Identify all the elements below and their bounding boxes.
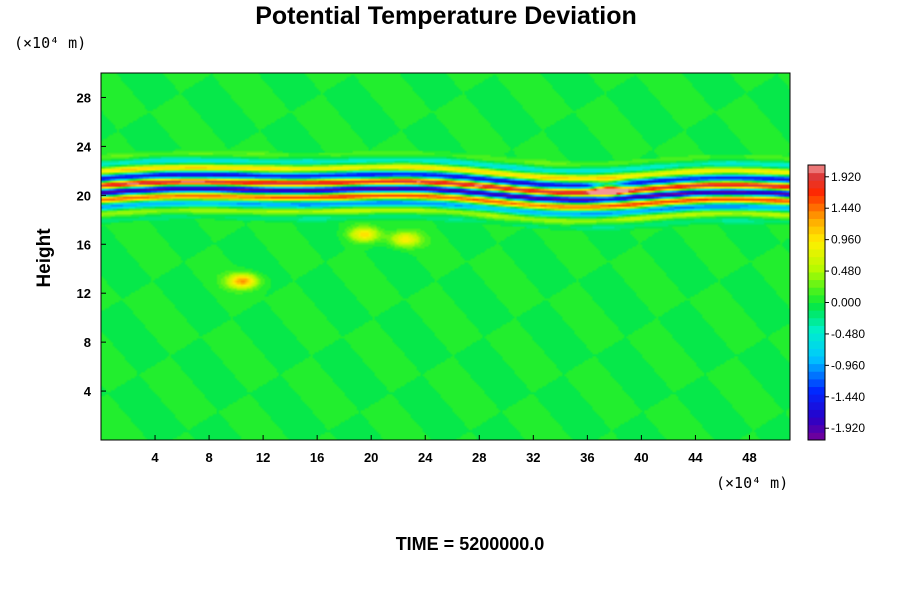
colorbar-swatch bbox=[808, 218, 825, 227]
colorbar-swatch bbox=[808, 165, 825, 174]
x-tick-label: 24 bbox=[418, 450, 433, 465]
colorbar-tick-label: -0.960 bbox=[831, 358, 865, 372]
x-tick-label: 4 bbox=[151, 450, 159, 465]
colorbar-swatch bbox=[808, 264, 825, 273]
heatmap-image bbox=[101, 73, 790, 440]
y-tick-label: 20 bbox=[77, 188, 91, 203]
colorbar-swatch bbox=[808, 249, 825, 258]
colorbar-swatch bbox=[808, 355, 825, 365]
x-tick-label: 28 bbox=[472, 450, 486, 465]
colorbar-swatch bbox=[808, 241, 825, 250]
colorbar-swatch bbox=[808, 325, 825, 334]
x-tick-label: 32 bbox=[526, 450, 540, 465]
x-axis-unit: (×10⁴ m) bbox=[716, 474, 788, 492]
x-tick-label: 44 bbox=[688, 450, 703, 465]
x-tick-label: 36 bbox=[580, 450, 594, 465]
colorbar-swatch bbox=[808, 187, 825, 197]
y-tick-label: 28 bbox=[77, 90, 91, 105]
y-tick-label: 12 bbox=[77, 286, 91, 301]
colorbar-swatch bbox=[808, 302, 825, 311]
colorbar-swatch bbox=[808, 256, 825, 265]
colorbar-tick-label: 0.960 bbox=[831, 233, 861, 247]
heatmap-plot-area bbox=[100, 72, 791, 441]
time-label: TIME = 5200000.0 bbox=[396, 534, 545, 554]
colorbar-swatch bbox=[808, 271, 825, 281]
colorbar-swatch bbox=[808, 172, 825, 181]
colorbar-swatch bbox=[808, 203, 825, 212]
colorbar-swatch bbox=[808, 294, 825, 303]
y-tick-label: 16 bbox=[77, 237, 91, 252]
colorbar-swatch bbox=[808, 195, 825, 204]
x-tick-label: 8 bbox=[205, 450, 212, 465]
x-axis-ticks: 4 8 12 16 20 24 28 32 36 40 44 48 bbox=[151, 435, 757, 465]
y-axis-unit: (×10⁴ m) bbox=[14, 34, 86, 52]
colorbar-swatch bbox=[808, 409, 825, 418]
colorbar-swatch bbox=[808, 424, 825, 433]
x-tick-label: 48 bbox=[742, 450, 756, 465]
y-tick-label: 8 bbox=[84, 335, 91, 350]
colorbar-swatch bbox=[808, 394, 825, 403]
colorbar-swatch bbox=[808, 287, 825, 296]
colorbar-swatch bbox=[808, 310, 825, 319]
colorbar-tick-label: -0.480 bbox=[831, 327, 865, 341]
colorbar-swatch bbox=[808, 317, 825, 326]
chart-title: Potential Temperature Deviation bbox=[255, 2, 637, 30]
colorbar-swatch bbox=[808, 378, 825, 388]
colorbar-swatch bbox=[808, 210, 825, 219]
y-axis-ticks: 4 8 12 16 20 24 28 bbox=[77, 90, 106, 399]
colorbar-tick-label: -1.920 bbox=[831, 421, 865, 435]
colorbar-swatch bbox=[808, 180, 825, 189]
colorbar-swatch bbox=[808, 371, 825, 380]
y-tick-label: 4 bbox=[84, 384, 92, 399]
colorbar-swatch bbox=[808, 348, 825, 357]
colorbar-tick-label: 0.480 bbox=[831, 264, 861, 278]
colorbar-tick-label: 1.920 bbox=[831, 170, 861, 184]
colorbar-swatch bbox=[808, 279, 825, 288]
colorbar-swatch bbox=[808, 363, 825, 372]
plot-frame bbox=[100, 72, 791, 441]
colorbar-tick-label: -1.440 bbox=[831, 390, 865, 404]
colorbar: 1.920 1.440 0.960 0.480 0.000 -0.480 -0.960 -1.… bbox=[807, 164, 865, 441]
colorbar-swatch bbox=[808, 340, 825, 349]
x-tick-label: 16 bbox=[310, 450, 324, 465]
colorbar-swatch bbox=[808, 417, 825, 426]
x-tick-label: 20 bbox=[364, 450, 378, 465]
colorbar-swatch bbox=[808, 386, 825, 395]
y-axis-label: Height bbox=[34, 228, 55, 288]
colorbar-tick-label: 1.440 bbox=[831, 201, 861, 215]
colorbar-swatch bbox=[808, 401, 825, 410]
colorbar-swatch bbox=[808, 233, 825, 242]
y-tick-label: 24 bbox=[77, 139, 92, 154]
x-tick-label: 40 bbox=[634, 450, 648, 465]
colorbar-swatch bbox=[808, 333, 825, 342]
colorbar-tick-label: 0.000 bbox=[831, 296, 861, 310]
colorbar-swatch bbox=[808, 226, 825, 235]
colorbar-swatch bbox=[808, 432, 825, 441]
x-tick-label: 12 bbox=[256, 450, 270, 465]
